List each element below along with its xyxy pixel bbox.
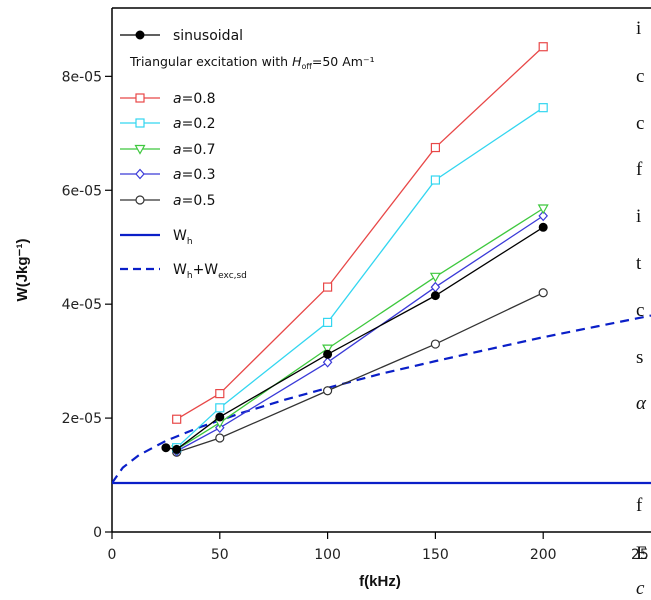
series-a-0-8	[172, 42, 548, 424]
x-tick-label: 150	[422, 547, 449, 563]
data-point	[172, 414, 182, 424]
x-tick-label: 100	[314, 547, 341, 563]
legend-label-a-0-8: a=0.8	[173, 91, 216, 107]
y-axis-title: W(Jkg⁻¹)	[14, 239, 31, 302]
side-text-9: α	[636, 393, 646, 414]
legend-marker	[135, 30, 145, 40]
side-text-2: c	[636, 66, 645, 87]
series-sinusoidal	[161, 222, 548, 454]
side-text-7: c	[636, 300, 645, 321]
legend-marker	[135, 168, 145, 180]
data-point	[538, 103, 548, 113]
legend-label-sinusoidal: sinusoidal	[173, 28, 243, 44]
side-text-11: E	[636, 543, 648, 564]
legend-marker	[135, 118, 145, 128]
side-text-1: i	[636, 18, 642, 39]
y-tick-label: 6e-05	[62, 183, 102, 199]
data-point	[215, 388, 225, 399]
series-wh-wexc-sd	[112, 314, 651, 484]
data-point	[538, 288, 548, 298]
data-point	[323, 386, 333, 396]
axis-ticks: 0 50 100 150 200 0 2e-05 4e-05 6e-05 8e-05	[62, 69, 557, 563]
series-line	[112, 314, 651, 484]
y-tick-label: 4e-05	[62, 297, 102, 313]
x-tick-label: 50	[211, 547, 229, 563]
plot-area	[112, 8, 651, 532]
data-point	[430, 291, 440, 301]
side-text-4: f	[636, 159, 643, 180]
x-axis-title: f(kHz)	[359, 573, 401, 590]
y-tick-label: 0	[93, 525, 102, 541]
y-tick-label: 8e-05	[62, 69, 102, 85]
legend-marker	[134, 144, 146, 155]
data-point	[322, 356, 333, 368]
data-point	[215, 433, 225, 443]
y-tick-label: 2e-05	[62, 411, 102, 427]
data-point	[538, 222, 548, 232]
data-point	[429, 272, 441, 283]
legend-label-a-0-7: a=0.7	[173, 142, 216, 158]
x-tick-label: 200	[530, 547, 557, 563]
side-text-8: s	[636, 347, 644, 368]
x-tick-partial: 25	[631, 547, 649, 563]
data-point	[430, 175, 440, 185]
data-point	[215, 412, 225, 422]
x-tick-label: 0	[108, 547, 117, 563]
legend-label-wh-wexc-sd: Wh+Wexc,sd	[173, 262, 247, 281]
side-text-6: t	[636, 253, 642, 274]
legend-label-a-0-2: a=0.2	[173, 116, 216, 132]
side-text-5: i	[636, 206, 642, 227]
legend-label-a-0-5: a=0.5	[173, 193, 216, 209]
data-point	[323, 317, 333, 327]
data-point	[161, 443, 171, 453]
data-point	[323, 282, 333, 292]
side-text-10: f	[636, 495, 643, 516]
legend-label-wh: Wh	[173, 228, 193, 247]
legend-label-a-0-3: a=0.3	[173, 167, 216, 183]
data-point	[538, 210, 549, 222]
series-layer	[112, 42, 651, 485]
legend: sinusoidal a=0.8 a=0.2 a=0.7 a=0.3 a=0.5 Wh Wh+…	[120, 28, 375, 281]
legend-marker	[135, 93, 145, 103]
legend-marker	[135, 195, 145, 205]
data-point	[172, 444, 182, 454]
data-point	[537, 204, 549, 215]
data-point	[323, 349, 333, 359]
side-text-3: c	[636, 113, 645, 134]
data-point	[430, 339, 440, 349]
legend-note: Triangular excitation with Hoff=50 Am⁻¹	[129, 54, 375, 71]
data-point	[322, 344, 334, 355]
side-text-12: c	[636, 578, 645, 599]
data-point	[215, 403, 225, 413]
data-point	[430, 142, 440, 153]
data-point	[538, 42, 548, 52]
